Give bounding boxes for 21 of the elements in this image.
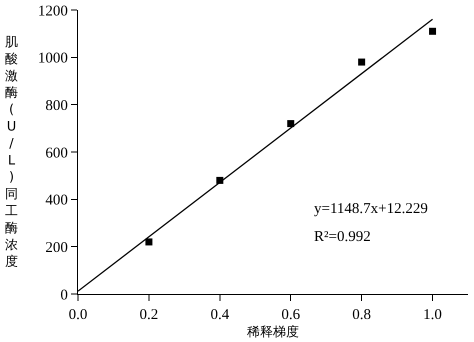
point — [145, 238, 152, 246]
point — [358, 58, 366, 66]
y-tick-label: 600 — [45, 145, 68, 162]
y-tick-label: 1000 — [38, 50, 68, 67]
y-tick-label: 400 — [45, 192, 68, 209]
x-tick-label: 0.2 — [140, 307, 158, 324]
y-tick-label: 200 — [45, 240, 68, 256]
x-tick-label: 0.4 — [210, 307, 230, 324]
annotation: y=1148.7x+12.229 — [314, 201, 428, 217]
x-tick-label: 0.6 — [281, 307, 301, 324]
x-tick-label: 0.8 — [352, 307, 372, 324]
x-tick-label: 1.0 — [423, 307, 442, 324]
x-tick-label: 0.0 — [68, 307, 88, 324]
y-tick-label: 1200 — [38, 3, 68, 20]
text: 肌酸激酶(U/L)同工酶浓度 — [5, 35, 18, 270]
y-tick-label: 0 — [60, 287, 68, 304]
point — [429, 28, 436, 35]
y-tick-label: 800 — [45, 98, 68, 114]
annotation: R²=0.992 — [314, 229, 371, 245]
x-axis-title: 稀释梯度 — [247, 324, 299, 340]
point — [287, 120, 294, 128]
